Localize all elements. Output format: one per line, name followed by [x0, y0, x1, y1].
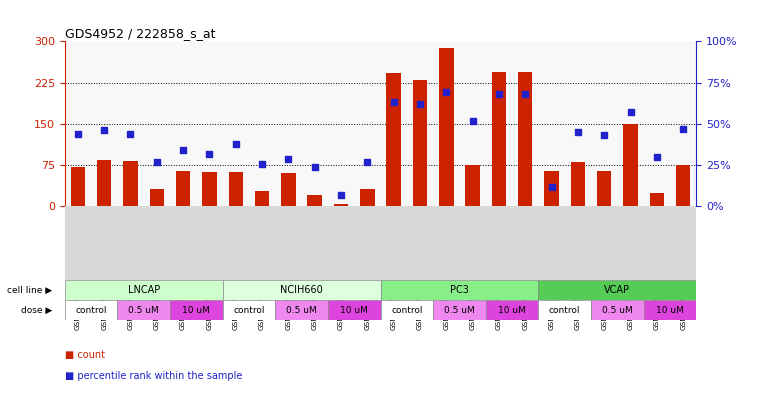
Point	[466, 118, 479, 124]
Bar	[539, 300, 591, 320]
Text: PC3: PC3	[450, 285, 469, 295]
Bar	[387, 73, 401, 206]
Point	[546, 184, 558, 190]
Point	[98, 127, 110, 134]
Bar	[492, 72, 506, 206]
Text: 10 uM: 10 uM	[498, 306, 526, 315]
Bar	[275, 300, 328, 320]
Bar	[65, 280, 223, 300]
Text: VCAP: VCAP	[604, 285, 630, 295]
Bar	[150, 189, 164, 206]
Bar	[170, 300, 223, 320]
Point	[230, 141, 242, 147]
Bar	[433, 300, 486, 320]
Text: control: control	[75, 306, 107, 315]
Bar	[255, 191, 269, 206]
Bar	[123, 161, 138, 206]
Bar	[223, 280, 380, 300]
Text: control: control	[233, 306, 265, 315]
Text: control: control	[549, 306, 581, 315]
Point	[72, 130, 84, 137]
Bar	[539, 280, 696, 300]
Bar	[676, 165, 690, 206]
Point	[124, 130, 136, 137]
Text: ■ percentile rank within the sample: ■ percentile rank within the sample	[65, 371, 242, 381]
Point	[651, 154, 663, 160]
Text: 0.5 uM: 0.5 uM	[286, 306, 317, 315]
Bar	[466, 165, 480, 206]
Bar	[644, 300, 696, 320]
Bar	[281, 173, 295, 206]
Bar	[380, 300, 433, 320]
Text: 10 uM: 10 uM	[340, 306, 368, 315]
Point	[414, 101, 426, 107]
Bar	[334, 204, 349, 206]
Bar	[228, 173, 243, 206]
Point	[625, 109, 637, 116]
Bar	[71, 167, 85, 206]
Bar	[571, 162, 585, 206]
Point	[177, 147, 189, 153]
Point	[493, 91, 505, 97]
Text: 0.5 uM: 0.5 uM	[602, 306, 632, 315]
Bar	[439, 48, 454, 206]
Bar	[380, 280, 539, 300]
Text: 10 uM: 10 uM	[656, 306, 684, 315]
Bar	[360, 189, 374, 206]
Bar	[591, 300, 644, 320]
Bar	[176, 171, 190, 206]
Text: 10 uM: 10 uM	[183, 306, 210, 315]
Bar	[97, 160, 111, 206]
Text: LNCAP: LNCAP	[128, 285, 160, 295]
Point	[440, 89, 452, 95]
Text: NCIH660: NCIH660	[280, 285, 323, 295]
Point	[282, 155, 295, 162]
Bar	[650, 193, 664, 206]
Text: control: control	[391, 306, 422, 315]
Point	[151, 159, 163, 165]
Bar	[518, 72, 533, 206]
Bar	[307, 195, 322, 206]
Bar	[117, 300, 170, 320]
Point	[598, 132, 610, 139]
Text: 0.5 uM: 0.5 uM	[444, 306, 475, 315]
Bar	[223, 300, 275, 320]
Point	[361, 159, 374, 165]
Bar	[486, 300, 539, 320]
Text: 0.5 uM: 0.5 uM	[129, 306, 159, 315]
Bar	[412, 80, 427, 206]
Bar	[623, 124, 638, 206]
Text: GDS4952 / 222858_s_at: GDS4952 / 222858_s_at	[65, 27, 215, 40]
Point	[309, 163, 321, 170]
Bar	[597, 171, 611, 206]
Point	[203, 151, 215, 157]
Bar	[65, 300, 117, 320]
Text: cell line ▶: cell line ▶	[7, 285, 52, 294]
Text: dose ▶: dose ▶	[21, 306, 52, 315]
Point	[572, 129, 584, 135]
Bar	[328, 300, 380, 320]
Point	[519, 91, 531, 97]
Point	[677, 126, 689, 132]
Point	[335, 192, 347, 198]
Point	[387, 99, 400, 106]
Bar	[202, 173, 217, 206]
Text: ■ count: ■ count	[65, 350, 105, 360]
Point	[256, 160, 268, 167]
Bar	[544, 171, 559, 206]
